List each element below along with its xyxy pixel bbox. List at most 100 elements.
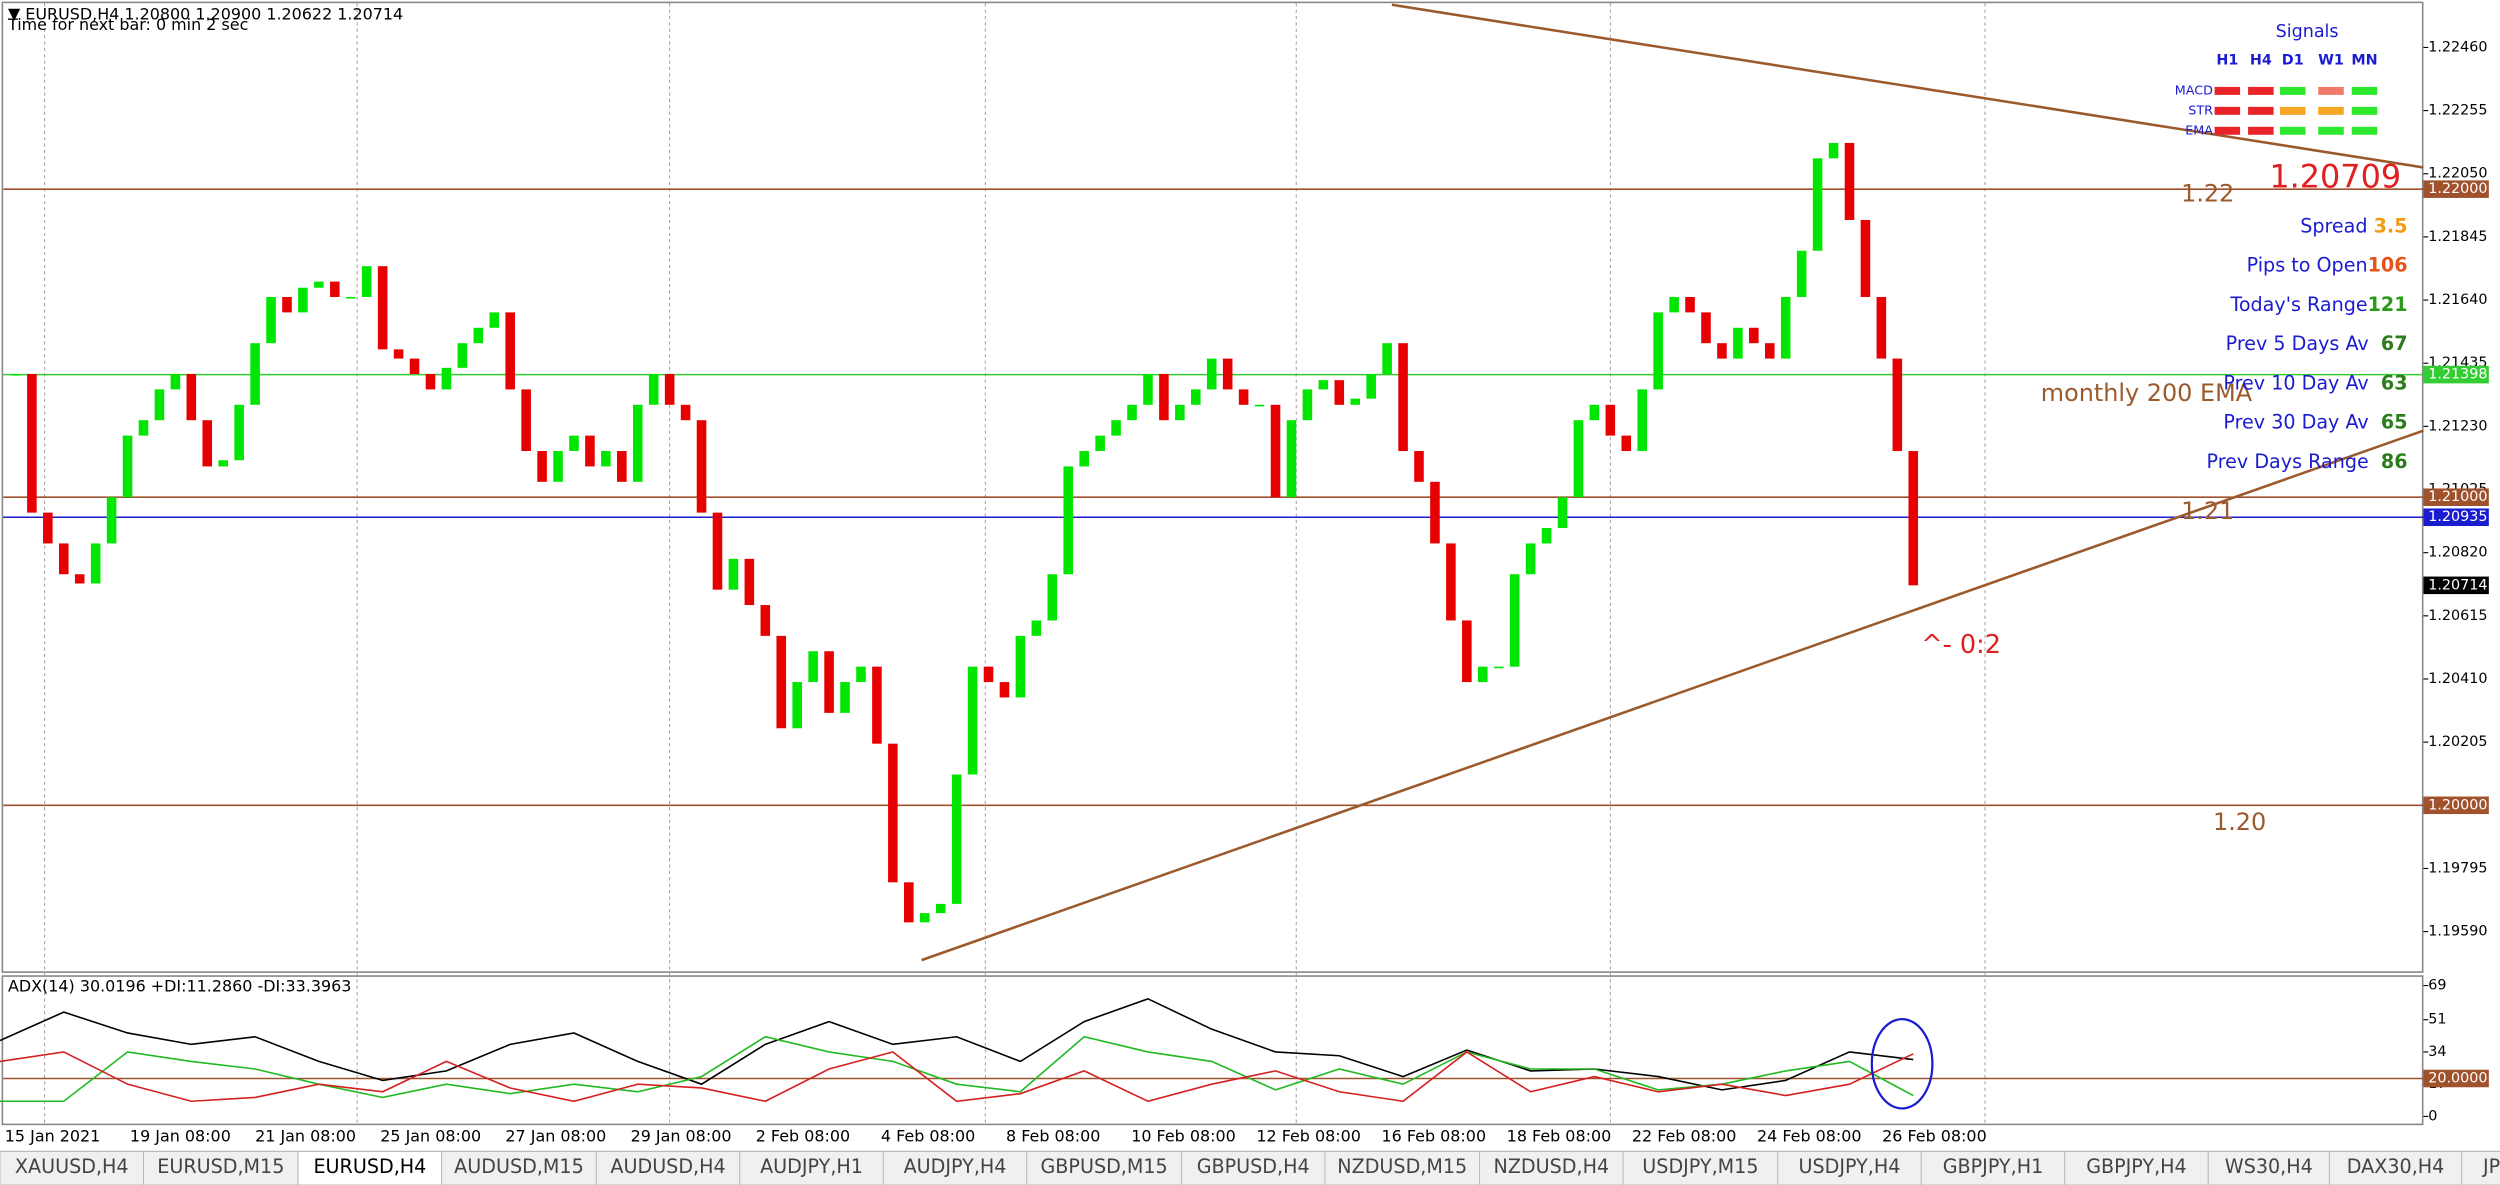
adx-frame: [1, 975, 2424, 1126]
candle: [1175, 404, 1185, 421]
x-tick-label: 4 Feb 08:00: [881, 1127, 975, 1146]
candle: [11, 373, 21, 376]
symbol-line: ▼ EURUSD,H4 1.20800 1.20900 1.20622 1.20…: [8, 4, 403, 23]
tab[interactable]: [1026, 1151, 1182, 1185]
x-tick-label: 15 Jan 2021: [5, 1127, 101, 1146]
stat-value: 3.5: [2374, 214, 2408, 237]
y-tick-label: 1.20410: [2428, 671, 2487, 687]
candle: [1222, 358, 1233, 390]
candle: [266, 296, 276, 344]
tab-label[interactable]: AUDUSD,H4: [610, 1155, 725, 1178]
candle: [585, 435, 595, 467]
level-box: [2423, 180, 2489, 198]
tab[interactable]: [1920, 1151, 2066, 1185]
date-bar: [0, 1125, 2500, 1152]
stat-label: Prev 5 Days Av: [2226, 332, 2381, 355]
tabs: XAUUSD,H4 EURUSD,M15 EURUSD,H4 AUDUSD,M15 AU…: [0, 1151, 2500, 1185]
tab-label[interactable]: GBPUSD,H4: [1197, 1155, 1310, 1178]
tab[interactable]: [297, 1151, 443, 1185]
level-box: [2423, 1069, 2489, 1088]
highlight-ellipse: [1870, 1018, 1934, 1110]
signal-box: [2279, 106, 2306, 115]
tab-label[interactable]: NZDUSD,H4: [1494, 1155, 1610, 1178]
tab-label[interactable]: GBPUSD,M15: [1040, 1155, 1167, 1178]
tab[interactable]: [2461, 1151, 2500, 1185]
tab[interactable]: [0, 1151, 144, 1185]
tab-label[interactable]: GBPJPY,H4: [2086, 1155, 2187, 1178]
signal-box: [2214, 126, 2241, 135]
candle: [680, 404, 691, 421]
level-note: 1.20: [2213, 808, 2266, 836]
candle: [824, 651, 834, 713]
tab[interactable]: [1777, 1151, 1922, 1185]
tab-label[interactable]: EURUSD,H4: [313, 1155, 426, 1178]
tab-label[interactable]: JP225,Wee: [2482, 1155, 2500, 1178]
signals-title: Signals: [2276, 22, 2339, 42]
tab-label[interactable]: AUDJPY,H1: [760, 1155, 863, 1178]
trend-line: [921, 429, 2424, 962]
candle: [314, 281, 324, 288]
candle: [58, 543, 69, 575]
tab-label[interactable]: DAX30,H4: [2347, 1155, 2445, 1178]
candle: [1653, 312, 1663, 390]
candle: [617, 451, 627, 482]
candle: [298, 287, 308, 313]
stat-value: 86: [2381, 449, 2408, 472]
candle: [919, 913, 930, 923]
level-label: 1.21398: [2428, 367, 2487, 383]
adx-title: ADX(14) 30.0196 +DI:11.2860 -DI:33.3963: [8, 977, 351, 996]
tab-label[interactable]: USDJPY,H4: [1799, 1155, 1901, 1178]
tab-label[interactable]: WS30,H4: [2225, 1155, 2313, 1178]
tab[interactable]: [1479, 1151, 1624, 1185]
level-label: 1.21000: [2428, 489, 2487, 505]
x-tick-label: 10 Feb 08:00: [1131, 1127, 1236, 1146]
candle: [744, 558, 755, 606]
candle: [1446, 543, 1456, 621]
tab[interactable]: [2328, 1151, 2463, 1185]
level-label: 1.22000: [2428, 181, 2487, 197]
candle: [1430, 481, 1440, 544]
trend-line: [1391, 3, 2424, 169]
tab[interactable]: [595, 1151, 741, 1185]
stat-label: Spread: [2300, 214, 2373, 237]
candle: [441, 367, 452, 390]
signal-column: MN: [2351, 53, 2377, 69]
level-note: 1.21: [2181, 497, 2234, 525]
candle: [138, 420, 149, 436]
y-tick-label: 1.22460: [2428, 39, 2487, 55]
x-tick-label: 29 Jan 08:00: [631, 1127, 732, 1146]
tab[interactable]: [2207, 1151, 2330, 1185]
tab-label[interactable]: XAUUSD,H4: [15, 1155, 129, 1178]
axes: 1.224601.222551.220501.218451.216401.214…: [2423, 39, 2489, 1124]
tab[interactable]: [1324, 1151, 1481, 1185]
signal-box: [2351, 106, 2378, 115]
candle: [1509, 574, 1520, 667]
signal-row: STR: [2188, 103, 2213, 118]
candle: [776, 635, 787, 729]
tab-label[interactable]: EURUSD,M15: [157, 1155, 284, 1178]
candle: [951, 774, 962, 904]
candle: [457, 343, 468, 368]
tab-label[interactable]: AUDUSD,M15: [454, 1155, 584, 1178]
tab-label[interactable]: AUDJPY,H4: [904, 1155, 1007, 1178]
stat-row: Today's Range121: [2229, 292, 2407, 315]
tab[interactable]: [2064, 1151, 2209, 1185]
tab[interactable]: [441, 1151, 597, 1185]
stat-value: 106: [2368, 253, 2408, 276]
x-tick-label: 16 Feb 08:00: [1382, 1127, 1487, 1146]
tab-label[interactable]: NZDUSD,M15: [1337, 1155, 1467, 1178]
stat-row: Spread 3.5: [2300, 214, 2407, 237]
candle: [1493, 666, 1504, 669]
stat-value: 67: [2381, 332, 2408, 355]
tab[interactable]: [739, 1151, 884, 1185]
tab-label[interactable]: USDJPY,M15: [1642, 1155, 1758, 1178]
tab-label[interactable]: GBPJPY,H1: [1943, 1155, 2044, 1178]
candle: [1015, 635, 1026, 698]
tab[interactable]: [1622, 1151, 1779, 1185]
adx-note: ^- 0:2: [1921, 630, 2001, 660]
x-tick-label: 22 Feb 08:00: [1632, 1127, 1737, 1146]
candle: [632, 404, 643, 482]
candle: [170, 373, 181, 390]
candle: [1828, 142, 1839, 159]
x-tick-label: 27 Jan 08:00: [505, 1127, 606, 1146]
